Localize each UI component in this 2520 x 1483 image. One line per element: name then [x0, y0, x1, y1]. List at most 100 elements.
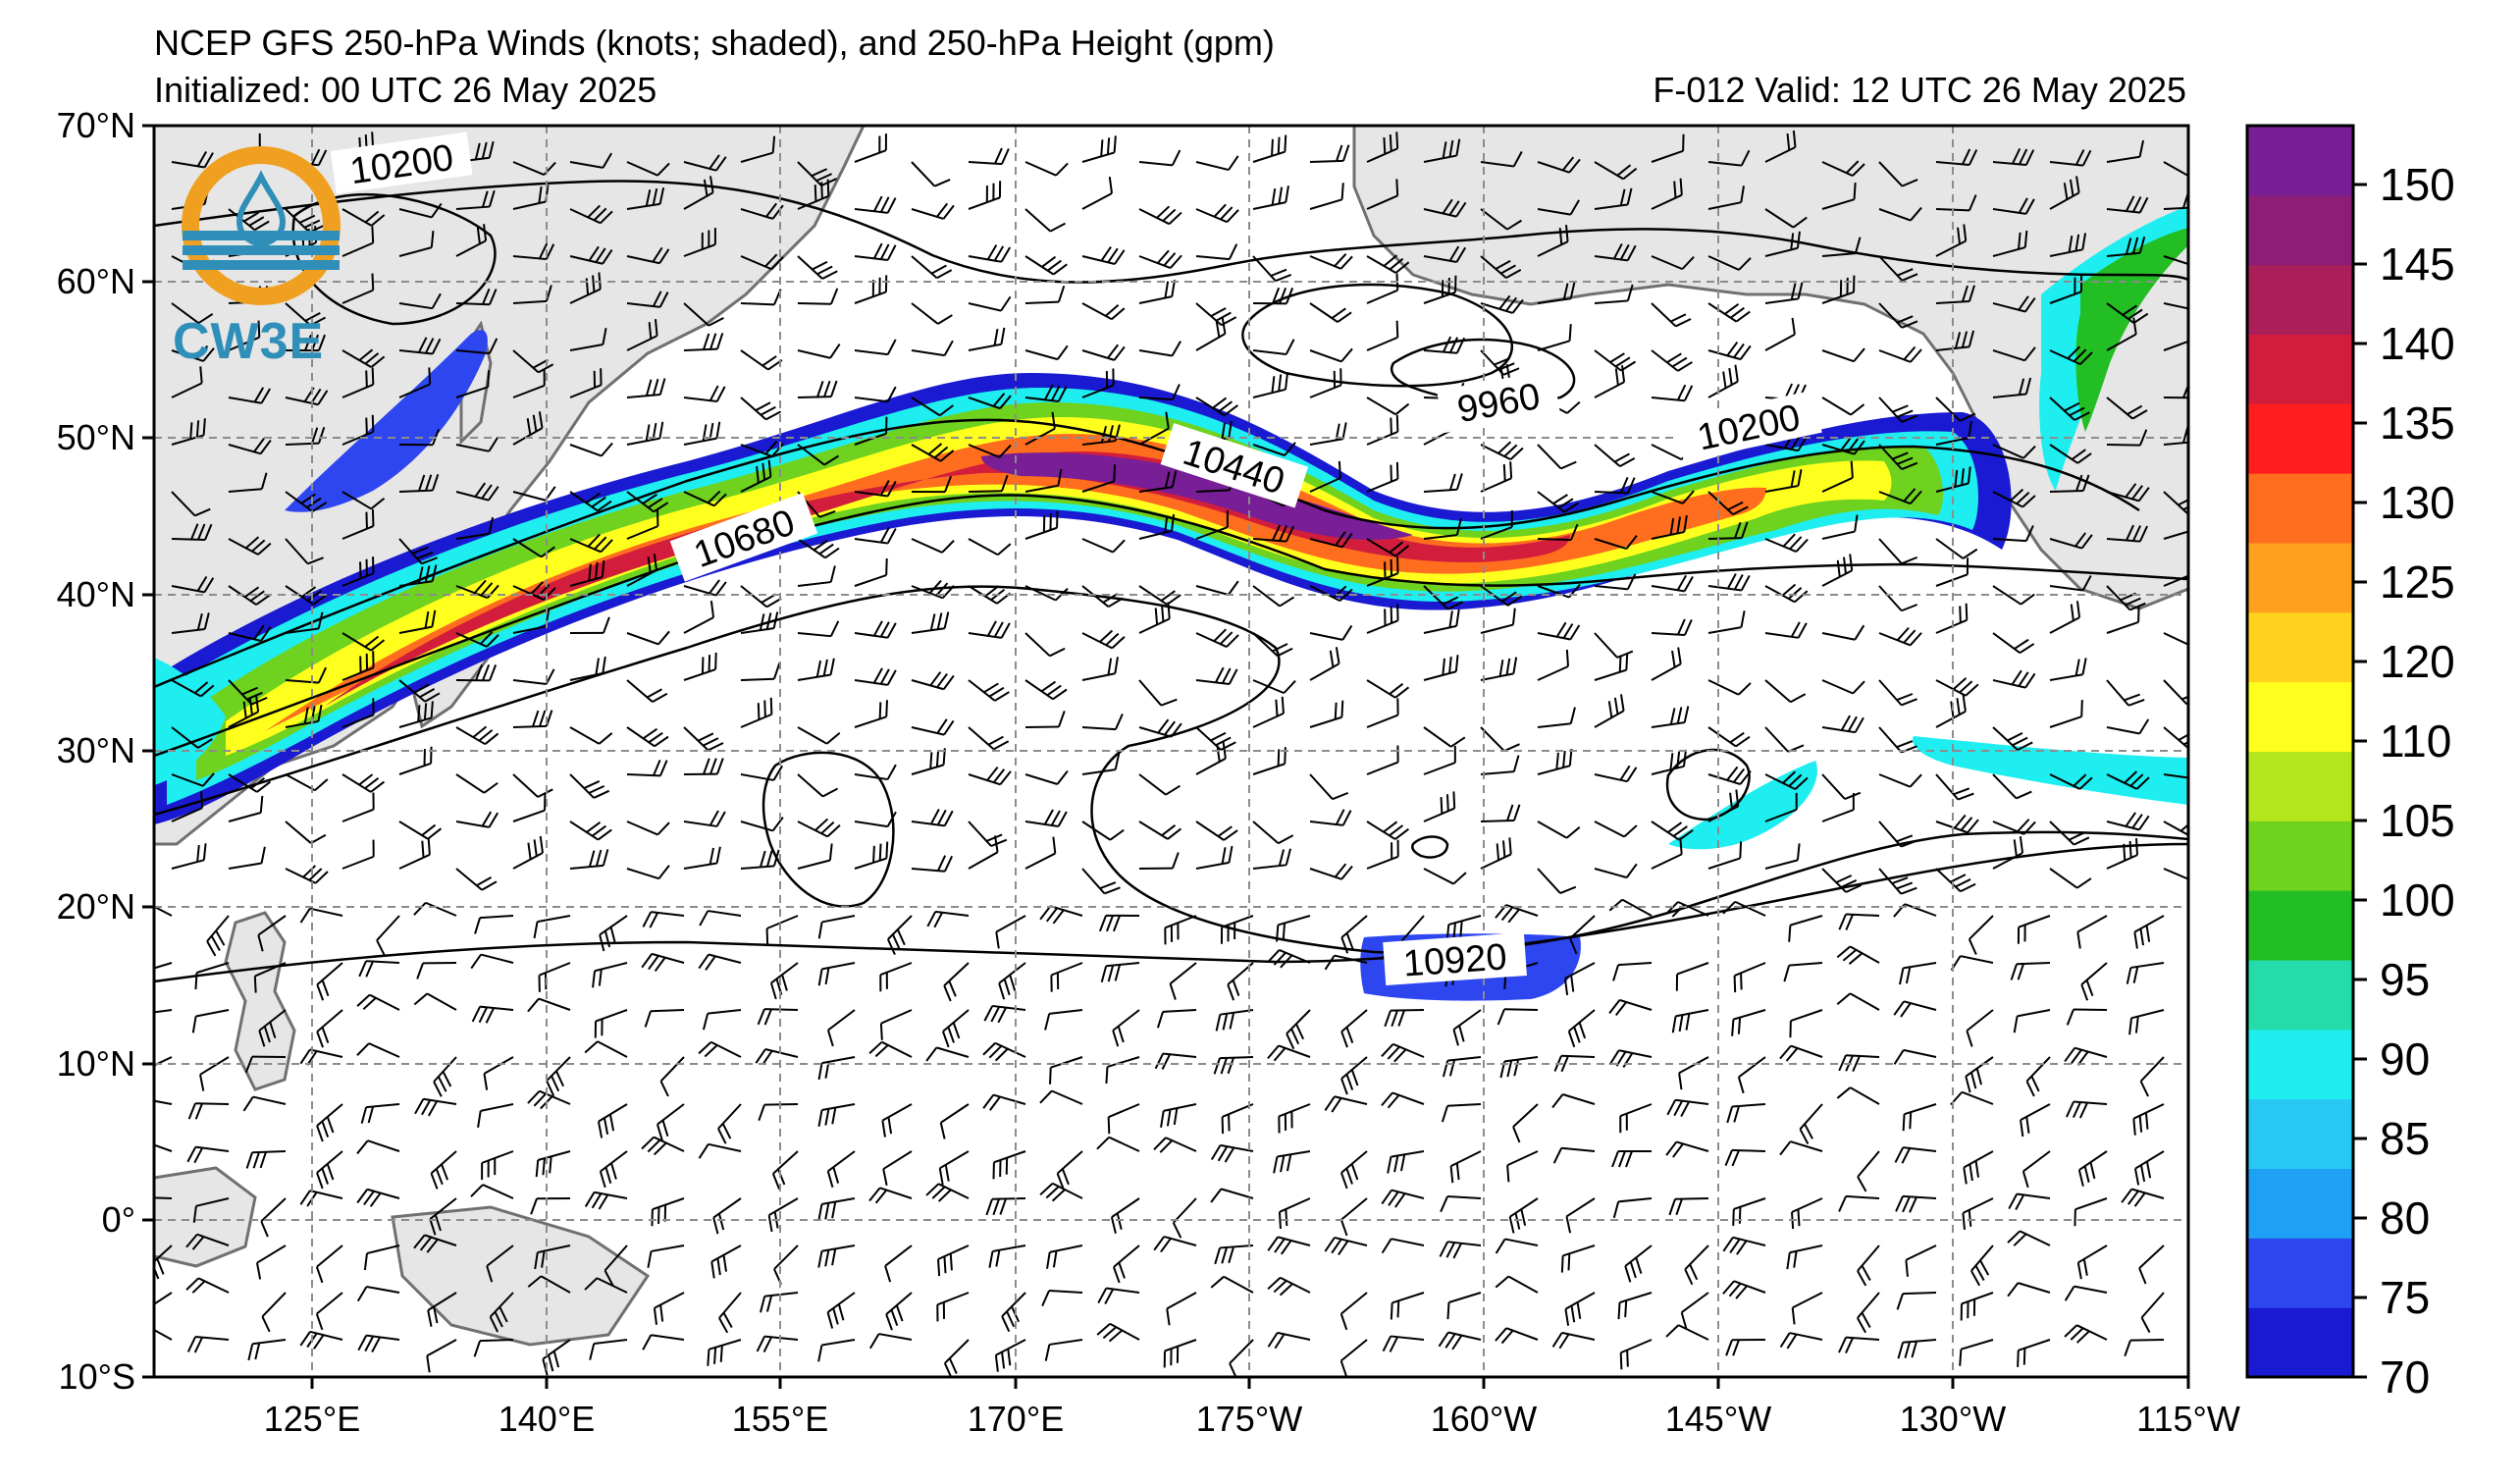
- wind-barb: [597, 1103, 628, 1139]
- wind-barb: [911, 340, 954, 357]
- wind-barb: [626, 186, 665, 210]
- wind-barb: [315, 1292, 343, 1331]
- colorbar-label: 105: [2380, 795, 2455, 846]
- wind-barb: [1138, 585, 1181, 606]
- wind-barb: [1878, 679, 1917, 707]
- wind-barb: [316, 1103, 343, 1142]
- wind-barb: [341, 773, 386, 793]
- wind-barb: [1619, 1103, 1653, 1134]
- wind-barb: [683, 302, 724, 327]
- colorbar-label: 80: [2380, 1192, 2430, 1244]
- wind-barb: [817, 1245, 856, 1268]
- wind-barb: [1366, 821, 1409, 840]
- wind-barb: [1651, 133, 1685, 163]
- wind-barb: [512, 368, 546, 398]
- wind-barb: [1651, 302, 1692, 328]
- jet-band-70: [154, 373, 2012, 824]
- wind-barb: [1680, 1292, 1709, 1329]
- wind-barb: [1081, 246, 1126, 265]
- wind-barb: [854, 700, 888, 728]
- wind-barb: [710, 1245, 742, 1279]
- wind-barb: [1366, 679, 1410, 699]
- wind-barb: [1992, 346, 2036, 362]
- wind-barb: [341, 698, 375, 728]
- wind-barb: [968, 393, 1012, 410]
- wind-barb: [1764, 533, 1809, 553]
- jet-west-edge: [154, 658, 226, 785]
- colorbar-label: 90: [2380, 1033, 2430, 1085]
- colorbar-segment: [2247, 1029, 2353, 1100]
- wind-barb: [1707, 364, 1739, 398]
- colorbar-label: 125: [2380, 556, 2455, 608]
- wind-barb: [683, 228, 716, 257]
- wind-barb: [1821, 715, 1864, 734]
- wind-barb: [1537, 282, 1576, 304]
- wind-barb: [1024, 286, 1066, 304]
- wind-barb: [527, 997, 571, 1013]
- colorbar: [2247, 126, 2353, 1378]
- wind-barb: [1878, 255, 1918, 282]
- wind-barb: [430, 1150, 457, 1190]
- wind-barb: [1423, 745, 1456, 775]
- wind-barb: [1821, 679, 1865, 695]
- wind-barb: [546, 1056, 571, 1097]
- wind-barb: [1309, 531, 1353, 549]
- wind-barb: [2080, 962, 2108, 1001]
- wind-barb: [2066, 1100, 2108, 1119]
- wind-barb: [2049, 176, 2080, 210]
- wind-barb: [1480, 509, 1513, 540]
- wind-barb: [1195, 316, 1227, 351]
- wind-barb: [569, 821, 612, 841]
- wind-barb: [1252, 585, 1295, 608]
- wind-barb: [1594, 534, 1638, 551]
- wind-barb: [760, 1292, 799, 1313]
- colorbar-label: 120: [2380, 636, 2455, 687]
- wind-barb: [1215, 1009, 1254, 1032]
- wind-barb: [1195, 741, 1227, 775]
- wind-barb: [1252, 821, 1294, 845]
- wind-barb: [2163, 773, 2188, 780]
- wind-barb: [427, 1292, 457, 1327]
- colorbar-label: 140: [2380, 318, 2455, 369]
- wind-barb: [512, 411, 544, 446]
- colorbar-label: 85: [2380, 1113, 2430, 1164]
- wind-barb: [651, 1197, 685, 1227]
- wind-barb: [285, 666, 328, 684]
- wind-barb: [512, 242, 555, 261]
- wind-barb: [228, 695, 260, 728]
- wind-barb: [1024, 836, 1057, 870]
- wind-barb: [1138, 341, 1181, 357]
- wind-barb: [255, 1245, 287, 1280]
- wind-barb: [1707, 726, 1751, 748]
- wind-barb: [1821, 436, 1865, 455]
- wind-barb: [1821, 514, 1859, 540]
- wind-barb: [1024, 679, 1068, 701]
- wind-barb: [363, 1245, 400, 1271]
- wind-barb: [968, 474, 1009, 493]
- wind-barb: [1651, 647, 1682, 681]
- wind-barb: [1733, 962, 1766, 993]
- wind-barb: [968, 821, 1008, 847]
- wind-barb: [2013, 1009, 2051, 1033]
- wind-barb: [1214, 1245, 1254, 1265]
- wind-barb: [854, 557, 888, 587]
- wind-barb: [879, 1009, 913, 1040]
- wind-barb: [569, 656, 606, 681]
- wind-barb: [192, 1197, 230, 1223]
- wind-barb: [1366, 538, 1410, 557]
- wind-barb: [683, 333, 724, 351]
- wind-barb: [656, 1103, 685, 1141]
- wind-barb: [455, 224, 488, 257]
- wind-barb: [1537, 324, 1572, 351]
- wind-barb: [1309, 585, 1353, 602]
- wind-barb: [1563, 962, 1596, 995]
- wind-barb: [1480, 294, 1524, 314]
- wind-barb: [473, 1339, 514, 1357]
- lon-label-170e: 170°E: [968, 1399, 1064, 1439]
- wind-barb: [455, 725, 499, 746]
- wind-barb: [1324, 1095, 1368, 1113]
- wind-barb: [1783, 962, 1823, 982]
- wind-barb: [879, 962, 913, 992]
- wind-barb: [426, 1339, 457, 1373]
- lat-label-20n: 20°N: [57, 886, 135, 927]
